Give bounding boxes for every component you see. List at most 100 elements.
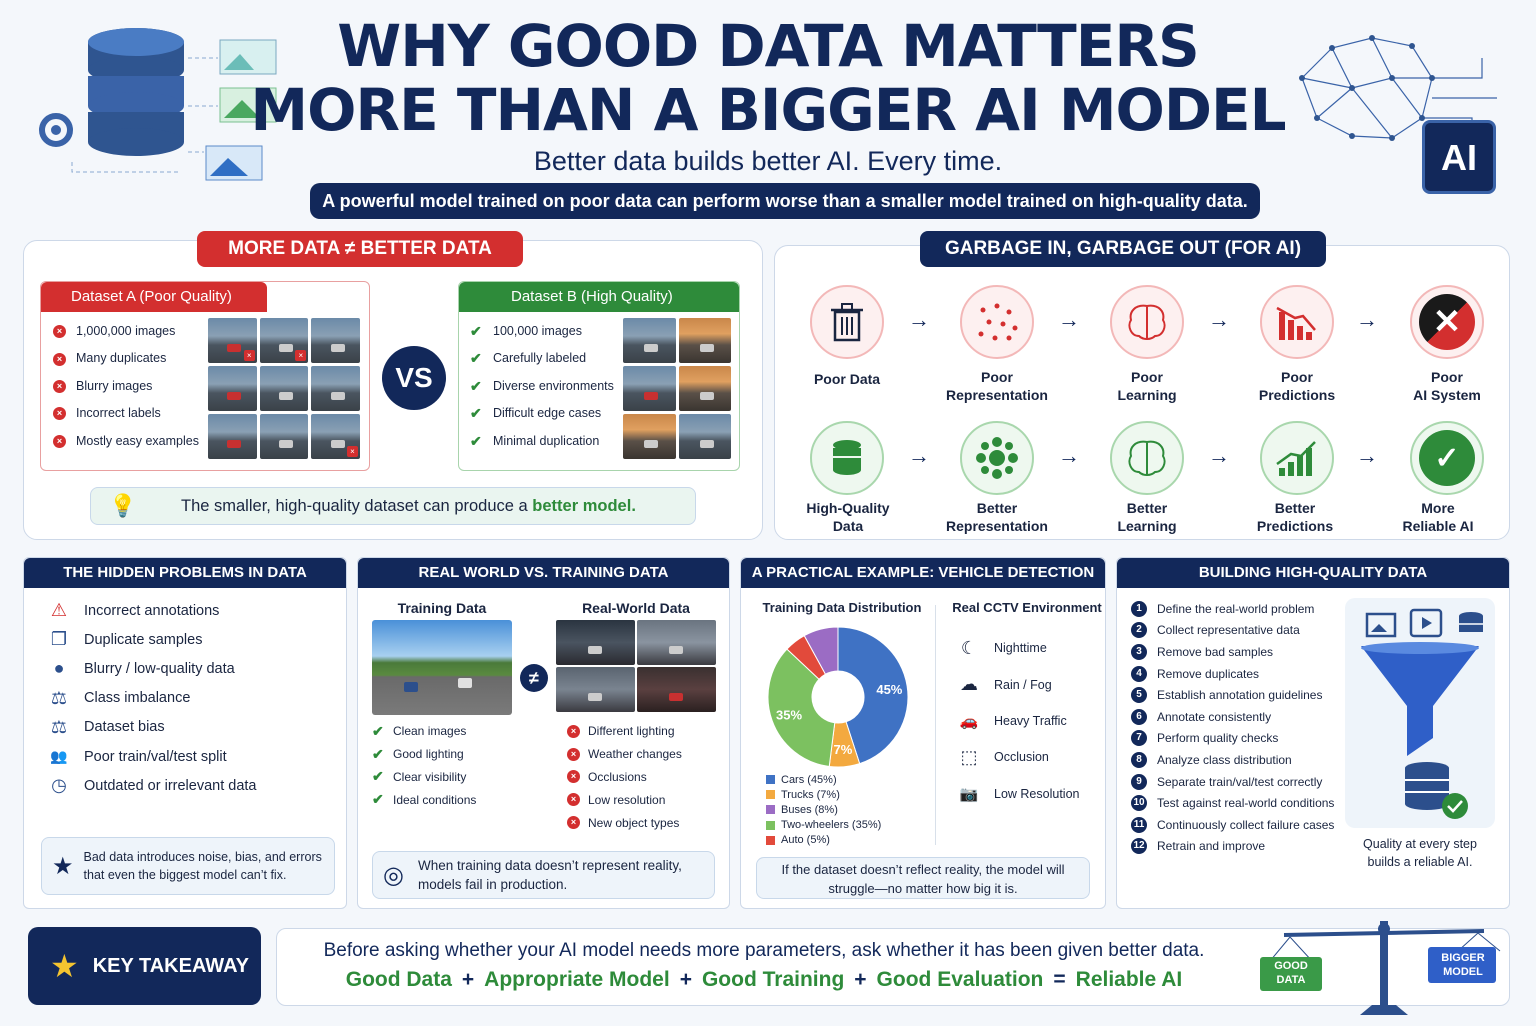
balance-scale-graphic: GOOD DATA BIGGER MODEL xyxy=(1250,915,1520,1021)
flow-label: Poor AI System xyxy=(1413,369,1481,403)
step-item: 8 Analyze class distribution xyxy=(1131,749,1351,771)
list-item: × Different lighting xyxy=(567,720,727,743)
training-photo xyxy=(372,620,512,715)
copy-icon: ❐ xyxy=(50,629,68,650)
flow-step xyxy=(1110,285,1184,359)
title-line-1: WHY GOOD DATA MATTERS xyxy=(337,12,1200,80)
flow-label: Better Representation xyxy=(946,500,1048,534)
x-icon: × xyxy=(53,434,66,448)
list-item: ✔ 100,000 images xyxy=(470,318,620,345)
step-item: 6 Annotate consistently xyxy=(1131,706,1351,728)
star-icon: ★ xyxy=(50,948,79,984)
thumbnail-image: × xyxy=(311,414,360,459)
caption-line: Quality at every step xyxy=(1363,837,1477,851)
declining-chart-icon xyxy=(1260,285,1334,359)
occlusion-icon: ⬚ xyxy=(960,746,978,767)
lightbulb-icon: 💡 xyxy=(109,493,137,518)
dataset-b-thumbnails xyxy=(623,318,731,459)
thumbnail-image xyxy=(259,414,309,459)
key-takeaway-label: KEY TAKEAWAY xyxy=(92,954,250,977)
list-item-label: Duplicate samples xyxy=(84,631,203,648)
step-item: 7 Perform quality checks xyxy=(1131,728,1351,750)
thumbnail-image xyxy=(311,366,360,411)
star-icon: ★ xyxy=(52,852,74,880)
list-item-label: Heavy Traffic xyxy=(994,713,1067,728)
flow-step xyxy=(960,421,1034,495)
note-highlight: better model. xyxy=(532,496,636,515)
trash-icon xyxy=(810,285,884,359)
legend-label: Two-wheelers (35%) xyxy=(781,819,882,832)
list-item-label: Mostly easy examples xyxy=(76,433,199,448)
list-item: × Occlusions xyxy=(567,766,727,789)
list-item-label: Low Resolution xyxy=(994,786,1080,801)
scale-icon xyxy=(1260,921,1501,1015)
legend-item: Buses (8%) xyxy=(766,802,936,817)
list-item: × 1,000,000 images xyxy=(53,318,203,345)
scale-icon: ⚖ xyxy=(50,687,68,708)
step-item: 3 Remove bad samples xyxy=(1131,641,1351,663)
thumbnail-image xyxy=(208,366,257,411)
flow-label: Better Predictions xyxy=(1256,500,1334,534)
legend-label: Buses (8%) xyxy=(781,803,838,816)
thumbnail-image: × xyxy=(259,318,309,363)
step-label: Establish annotation guidelines xyxy=(1157,688,1323,703)
dataset-a-list: × 1,000,000 images × Many duplicates × Blur… xyxy=(53,318,203,455)
list-item: ◷ Outdated or irrelevant data xyxy=(48,771,338,800)
legend-item: Auto (5%) xyxy=(766,833,936,848)
list-item: ⚖ Dataset bias xyxy=(48,713,338,742)
legend-item: Cars (45%) xyxy=(766,772,936,787)
step-label: Remove duplicates xyxy=(1157,666,1260,681)
list-item-label: Weather changes xyxy=(588,747,682,762)
x-icon: × xyxy=(567,724,580,738)
step-number: 7 xyxy=(1131,730,1147,747)
data-label: 35% xyxy=(776,708,802,723)
list-item: ✔ Good lighting xyxy=(372,743,532,766)
list-item: ⬚ Occlusion xyxy=(958,739,1098,775)
list-item: ✔ Minimal duplication xyxy=(470,428,620,455)
page-title: WHY GOOD DATA MATTERS MORE THAN A BIGGER… xyxy=(0,14,1536,142)
list-item-label: 1,000,000 images xyxy=(76,324,176,338)
caption-line: builds a reliable AI. xyxy=(1367,855,1473,869)
plus-sign: + xyxy=(461,968,475,991)
real-world-label: Real-World Data xyxy=(582,600,690,616)
step-number: 2 xyxy=(1131,622,1147,639)
rain-cloud-icon: ☁ xyxy=(960,674,978,695)
more-data-title: MORE DATA ≠ BETTER DATA xyxy=(197,231,523,267)
list-item: × Blurry images xyxy=(53,373,203,400)
list-item: × Many duplicates xyxy=(53,345,203,372)
legend-label: Auto (5%) xyxy=(781,834,830,847)
list-item-label: Low resolution xyxy=(588,792,666,807)
step-label: Collect representative data xyxy=(1157,623,1300,638)
vehicle-donut-chart: 45% 7% 35% xyxy=(767,626,909,768)
flow-arrow: → xyxy=(1058,443,1080,468)
flow-arrow: → xyxy=(1208,307,1230,332)
equation-term: Good Evaluation xyxy=(876,968,1044,991)
brain-circuit-graphic: AI xyxy=(1282,18,1522,218)
step-label: Analyze class distribution xyxy=(1157,752,1292,767)
hidden-problems-note: ★ Bad data introduces noise, bias, and e… xyxy=(41,837,335,895)
flow-arrow: → xyxy=(1356,307,1378,332)
dataset-a-thumbnails: × × × xyxy=(208,318,360,459)
header-database-graphic xyxy=(28,22,298,192)
flow-step: ✕ xyxy=(1410,285,1484,359)
list-item: ✔ Difficult edge cases xyxy=(470,400,620,427)
list-item: × Mostly easy examples xyxy=(53,428,203,455)
step-number: 8 xyxy=(1131,751,1147,768)
good-flow-row: ✓ → → → → High-Quality Data Better Represe… xyxy=(790,421,1500,541)
pie-slice-cars xyxy=(837,626,909,765)
list-item-label: Outdated or irrelevant data xyxy=(84,777,257,794)
building-caption: Quality at every step builds a reliable … xyxy=(1345,835,1495,871)
list-item: × Low resolution xyxy=(567,788,727,811)
scale-icon: ⚖ xyxy=(50,716,68,737)
check-icon: ✔ xyxy=(372,745,384,762)
legend-swatch xyxy=(766,835,775,845)
database-icon xyxy=(810,421,884,495)
list-item-label: Minimal duplication xyxy=(493,433,600,448)
dataset-b-title: Dataset B (High Quality) xyxy=(459,282,739,312)
camera-icon: 📷 xyxy=(959,785,979,803)
thumbnail-image xyxy=(259,366,309,411)
data-label: 45% xyxy=(876,682,902,697)
step-number: 9 xyxy=(1131,773,1147,790)
clock-icon: ◷ xyxy=(51,775,67,796)
list-item-label: Difficult edge cases xyxy=(493,406,602,421)
